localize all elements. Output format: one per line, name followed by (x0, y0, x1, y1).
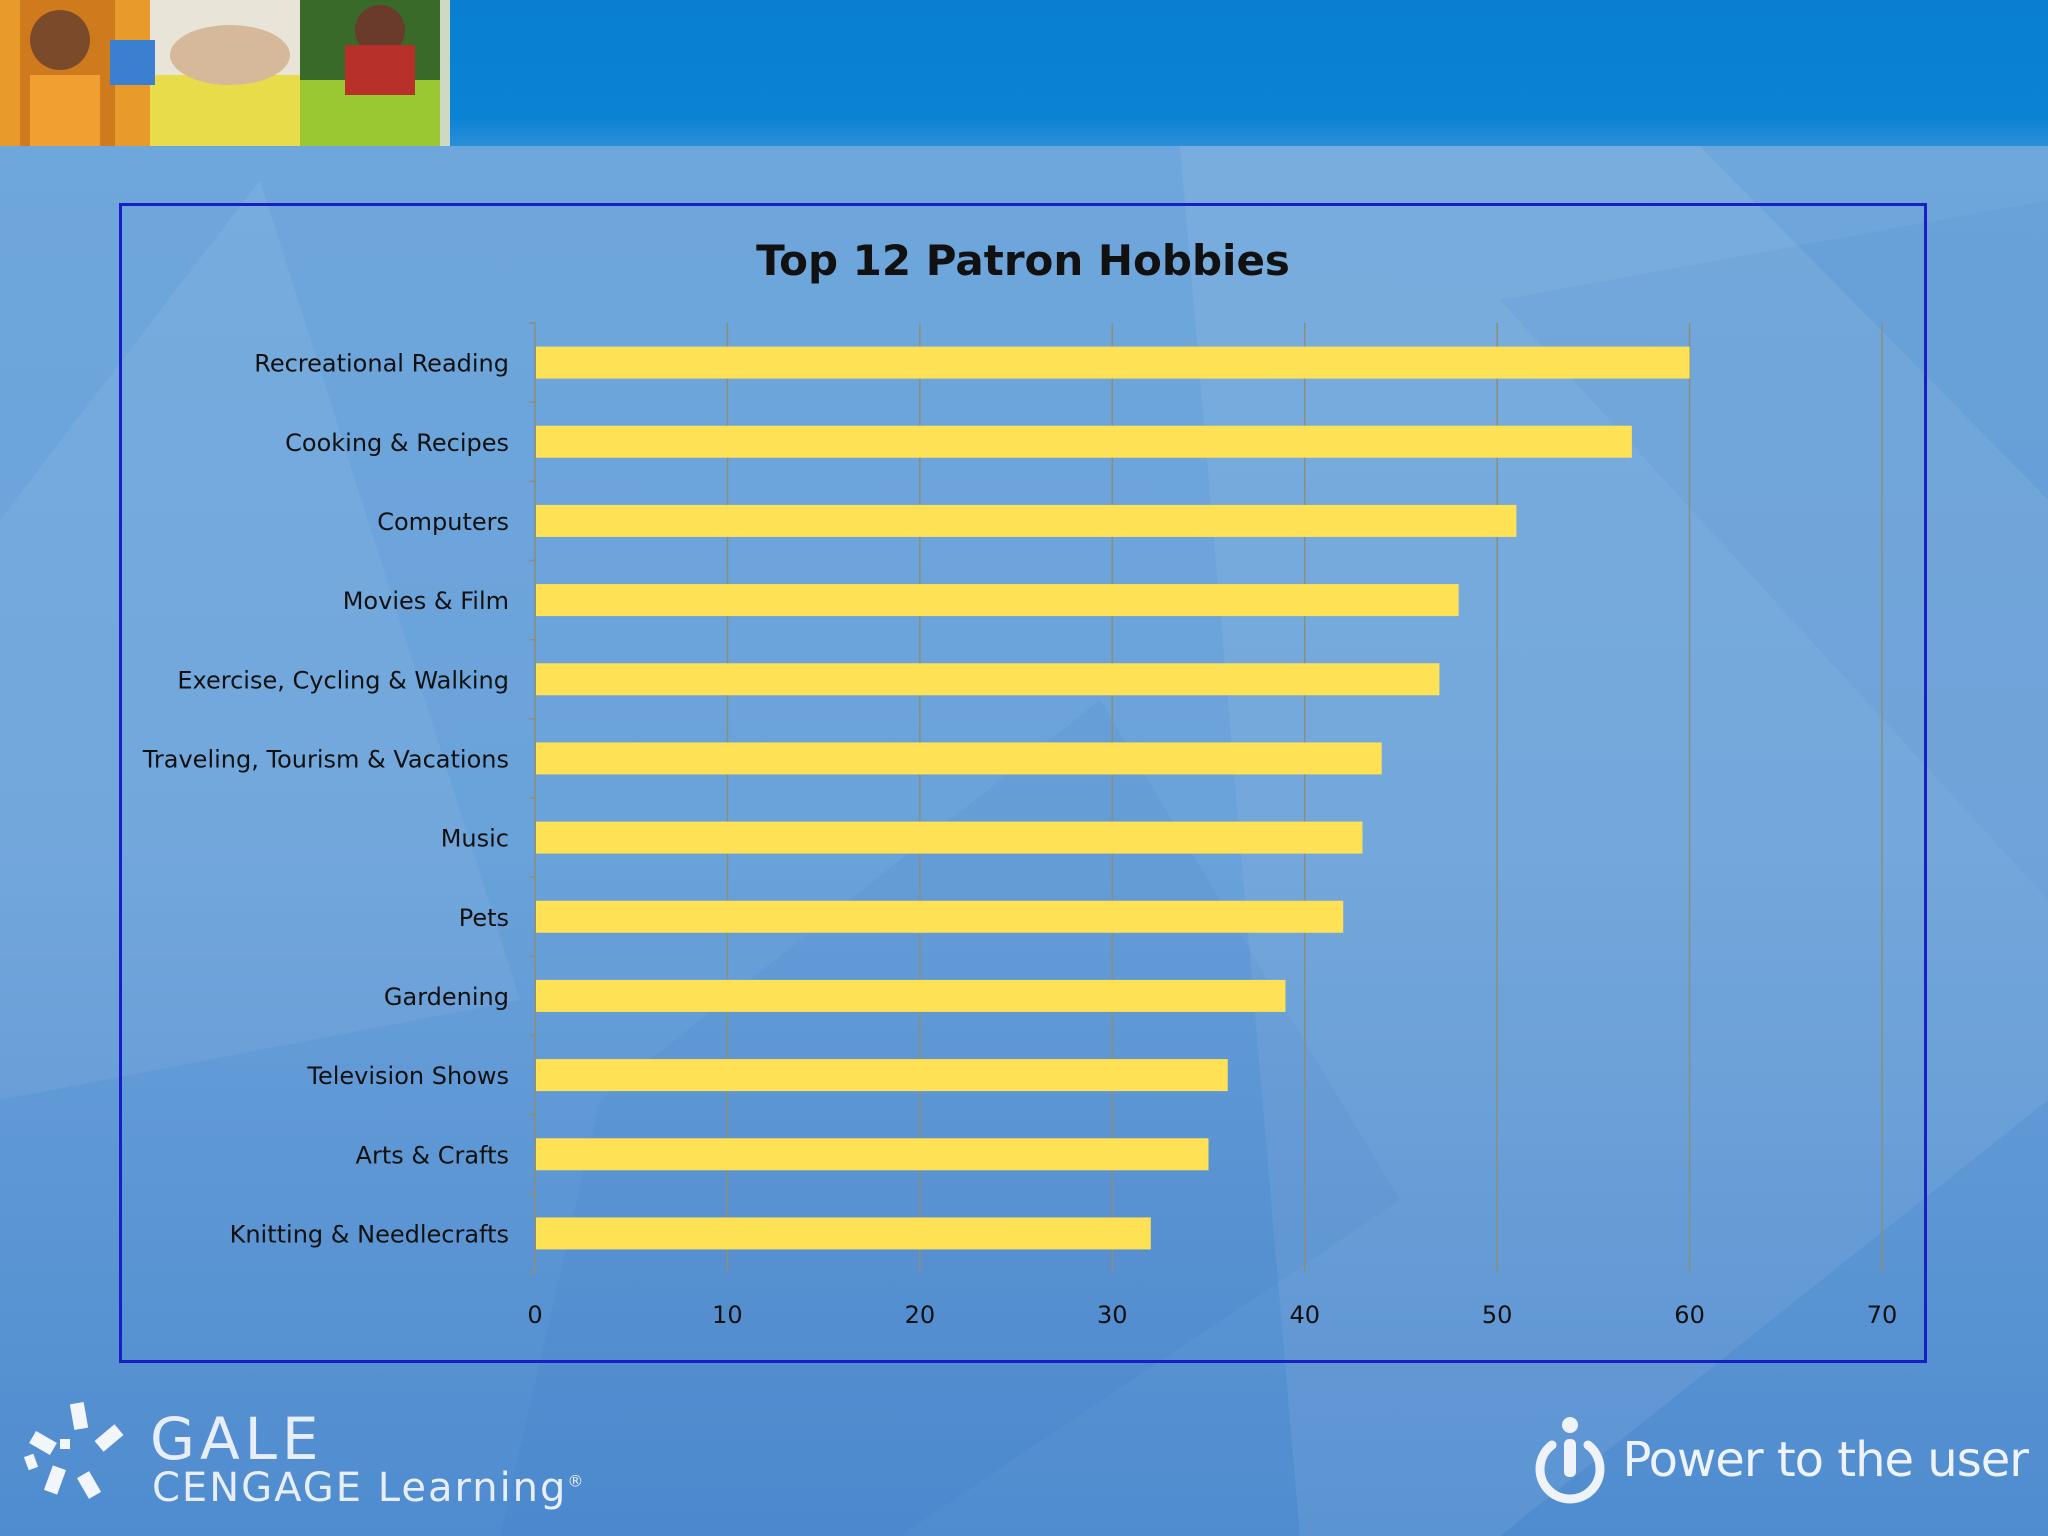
bar-8 (536, 900, 1344, 933)
header-photo-collage (0, 0, 450, 146)
bar-3 (536, 504, 1517, 537)
bar-7 (536, 821, 1363, 854)
category-label-12: Knitting & Needlecrafts (230, 1220, 509, 1248)
gale-starburst-icon (23, 1401, 124, 1499)
category-label-9: Gardening (384, 983, 509, 1011)
x-tick-label-60: 60 (1674, 1301, 1705, 1329)
x-tick-label-70: 70 (1867, 1301, 1898, 1329)
tagline-block: Power to the user (1530, 1410, 2029, 1510)
category-label-6: Traveling, Tourism & Vacations (142, 745, 509, 773)
bar-10 (536, 1059, 1228, 1092)
bar-2 (536, 425, 1632, 458)
x-tick-label-30: 30 (1097, 1301, 1128, 1329)
gale-wordmark: GALE (150, 1405, 324, 1473)
cengage-wordmark: CENGAGE Learning® (152, 1465, 585, 1511)
category-label-11: Arts & Crafts (356, 1141, 509, 1169)
bar-9 (536, 979, 1286, 1012)
x-tick-label-50: 50 (1482, 1301, 1513, 1329)
category-label-4: Movies & Film (343, 587, 509, 615)
bar-6 (536, 742, 1382, 775)
bar-1 (536, 346, 1690, 379)
category-label-3: Computers (377, 508, 509, 536)
category-label-7: Music (441, 825, 509, 853)
x-tick-label-10: 10 (712, 1301, 743, 1329)
cengage-text: CENGAGE Learning (152, 1465, 568, 1511)
bar-5 (536, 663, 1440, 696)
grid-lines (529, 322, 1883, 1274)
chart-frame (119, 203, 1927, 1363)
x-tick-label-40: 40 (1289, 1301, 1320, 1329)
bar-4 (536, 584, 1459, 617)
category-label-8: Pets (459, 904, 509, 932)
power-user-icon (1535, 1417, 1605, 1504)
x-tick-label-20: 20 (905, 1301, 936, 1329)
category-label-1: Recreational Reading (254, 350, 509, 378)
gale-cengage-logo: GALE CENGAGE Learning® (20, 1395, 583, 1525)
bar-12 (536, 1217, 1151, 1250)
category-label-2: Cooking & Recipes (285, 429, 509, 457)
x-tick-label-0: 0 (527, 1301, 542, 1329)
category-label-5: Exercise, Cycling & Walking (177, 666, 509, 694)
bar-chart: Recreational Reading Cooking & Recipes Com… (142, 236, 1898, 1329)
chart-title: Top 12 Patron Hobbies (756, 236, 1290, 285)
tagline-text: Power to the user (1622, 1432, 2029, 1488)
bar-11 (536, 1138, 1209, 1171)
x-tick-labels: 0 10 20 30 40 50 60 70 (527, 1301, 1897, 1329)
bars (536, 346, 1690, 1250)
category-labels: Recreational Reading Cooking & Recipes Com… (142, 350, 509, 1249)
trademark-symbol: ® (567, 1471, 586, 1491)
category-label-10: Television Shows (306, 1062, 509, 1090)
